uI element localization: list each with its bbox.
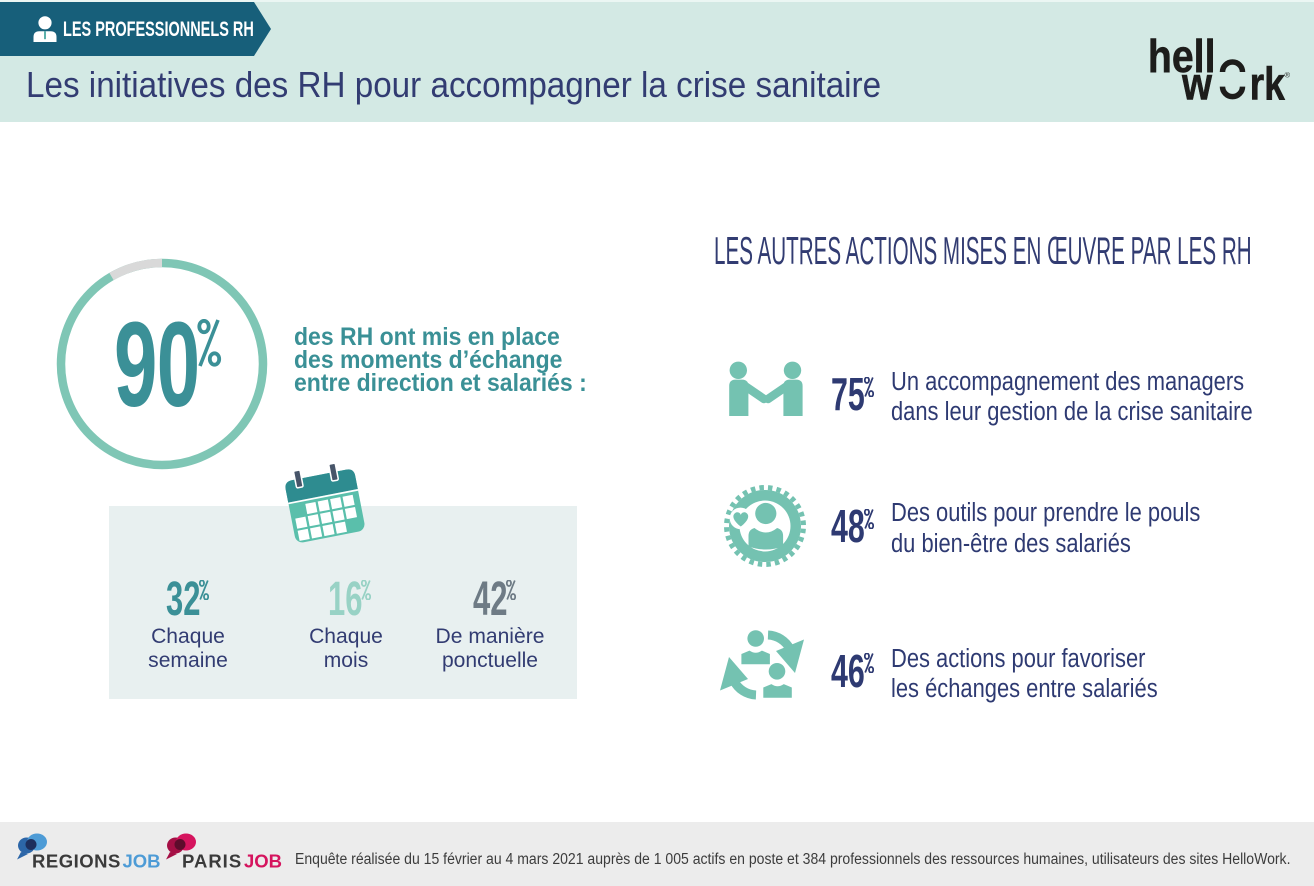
svg-text:JOB: JOB — [123, 851, 161, 872]
svg-text:®: ® — [1285, 71, 1291, 80]
svg-text:JOB: JOB — [244, 851, 282, 872]
svg-text:PARIS: PARIS — [182, 851, 242, 872]
svg-text:rk: rk — [1250, 57, 1286, 109]
svg-text:w: w — [1181, 57, 1212, 109]
svg-text:REGIONS: REGIONS — [32, 851, 121, 872]
svg-text:hell: hell — [1148, 30, 1216, 82]
